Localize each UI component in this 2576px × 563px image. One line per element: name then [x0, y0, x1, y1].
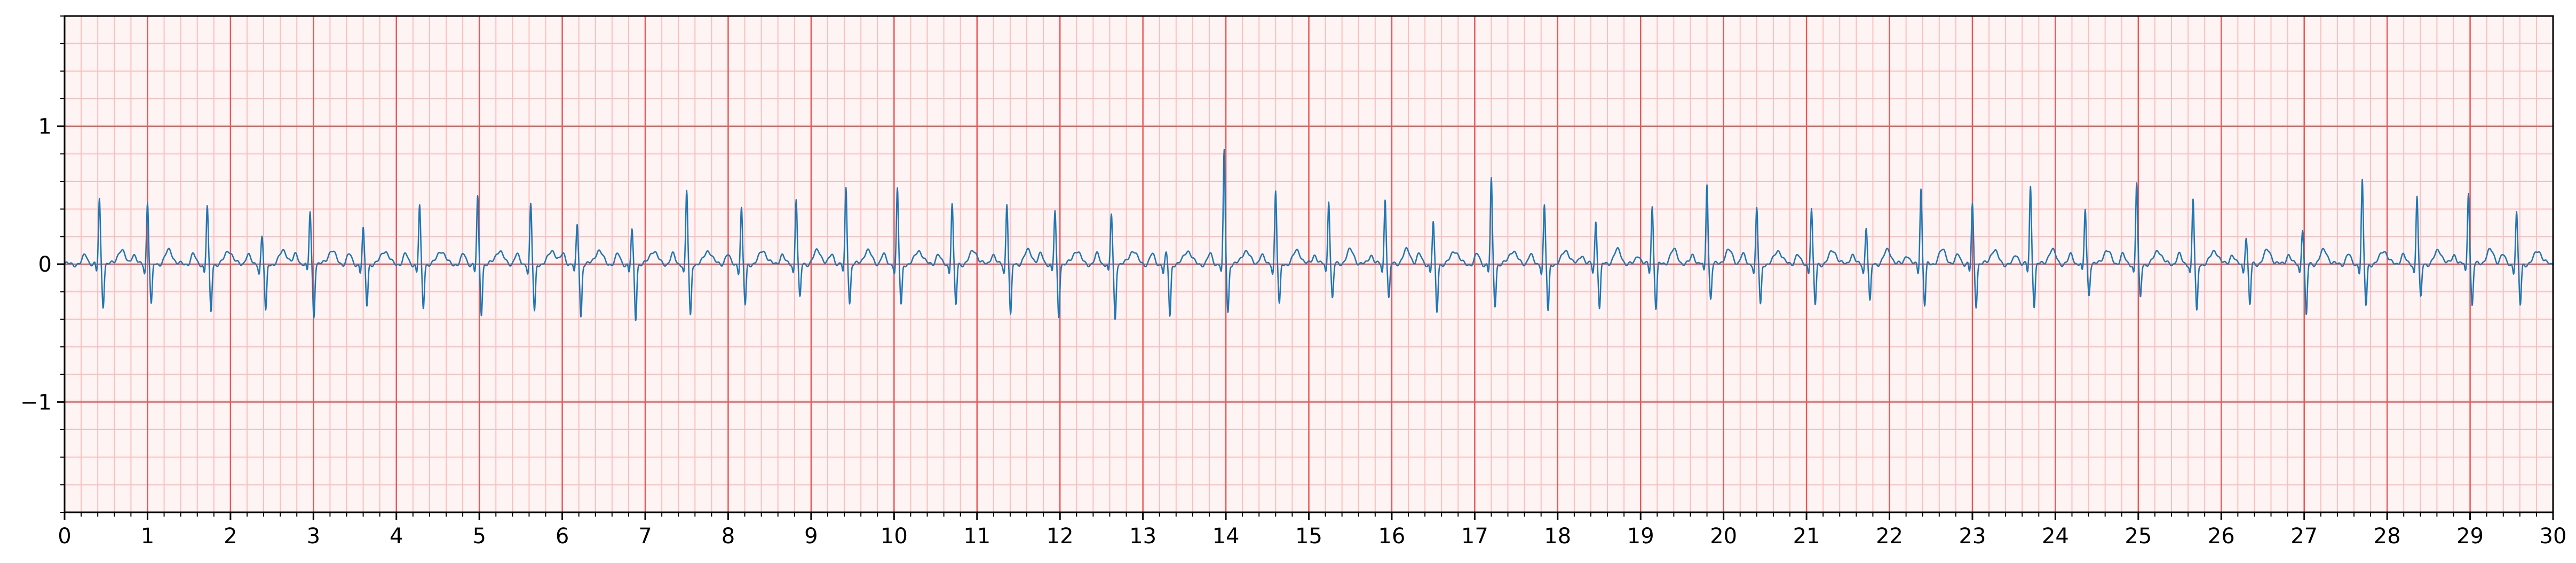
x-tick-label: 25 [2125, 524, 2152, 549]
x-tick-label: 24 [2042, 524, 2069, 549]
x-tick-label: 18 [1544, 524, 1571, 549]
major-grid [64, 16, 2554, 512]
x-tick-label: 23 [1959, 524, 1986, 549]
x-tick-label: 28 [2374, 524, 2401, 549]
x-tick-label: 21 [1793, 524, 1820, 549]
ecg-series-line [64, 148, 2554, 321]
x-tick-label: 10 [881, 524, 908, 549]
y-tick-label: 1 [38, 115, 52, 139]
x-tick-label: 29 [2456, 524, 2484, 549]
x-tick-label: 22 [1876, 524, 1903, 549]
x-tick-label: 1 [141, 524, 154, 549]
x-tick-label: 2 [224, 524, 237, 549]
y-axis: −1 0 1 [20, 15, 65, 513]
x-tick-label: 4 [390, 524, 403, 549]
x-tick-label: 11 [963, 524, 990, 549]
x-tick-label: 16 [1378, 524, 1405, 549]
x-tick-label: 3 [307, 524, 320, 549]
x-axis: 0 1 2 3 4 5 6 7 8 9 10 11 12 13 14 15 16 17 18 19 20 21 22 23 24… [58, 512, 2566, 549]
x-tick-label: 8 [722, 524, 735, 549]
y-tick-label: −1 [20, 390, 52, 415]
x-tick-label: 26 [2208, 524, 2235, 549]
x-tick-label: 14 [1212, 524, 1240, 549]
x-tick-label: 0 [58, 524, 71, 549]
x-tick-label: 6 [556, 524, 569, 549]
x-tick-label: 27 [2290, 524, 2318, 549]
x-tick-label: 20 [1710, 524, 1737, 549]
x-tick-label: 15 [1295, 524, 1322, 549]
x-tick-label: 12 [1047, 524, 1074, 549]
x-tick-label: 13 [1129, 524, 1156, 549]
x-tick-label: 17 [1461, 524, 1488, 549]
x-tick-label: 9 [804, 524, 818, 549]
x-tick-label: 5 [472, 524, 486, 549]
y-tick-label: 0 [38, 252, 52, 277]
x-tick-label: 7 [638, 524, 652, 549]
x-tick-label: 19 [1627, 524, 1654, 549]
x-tick-label: 30 [2540, 524, 2567, 549]
